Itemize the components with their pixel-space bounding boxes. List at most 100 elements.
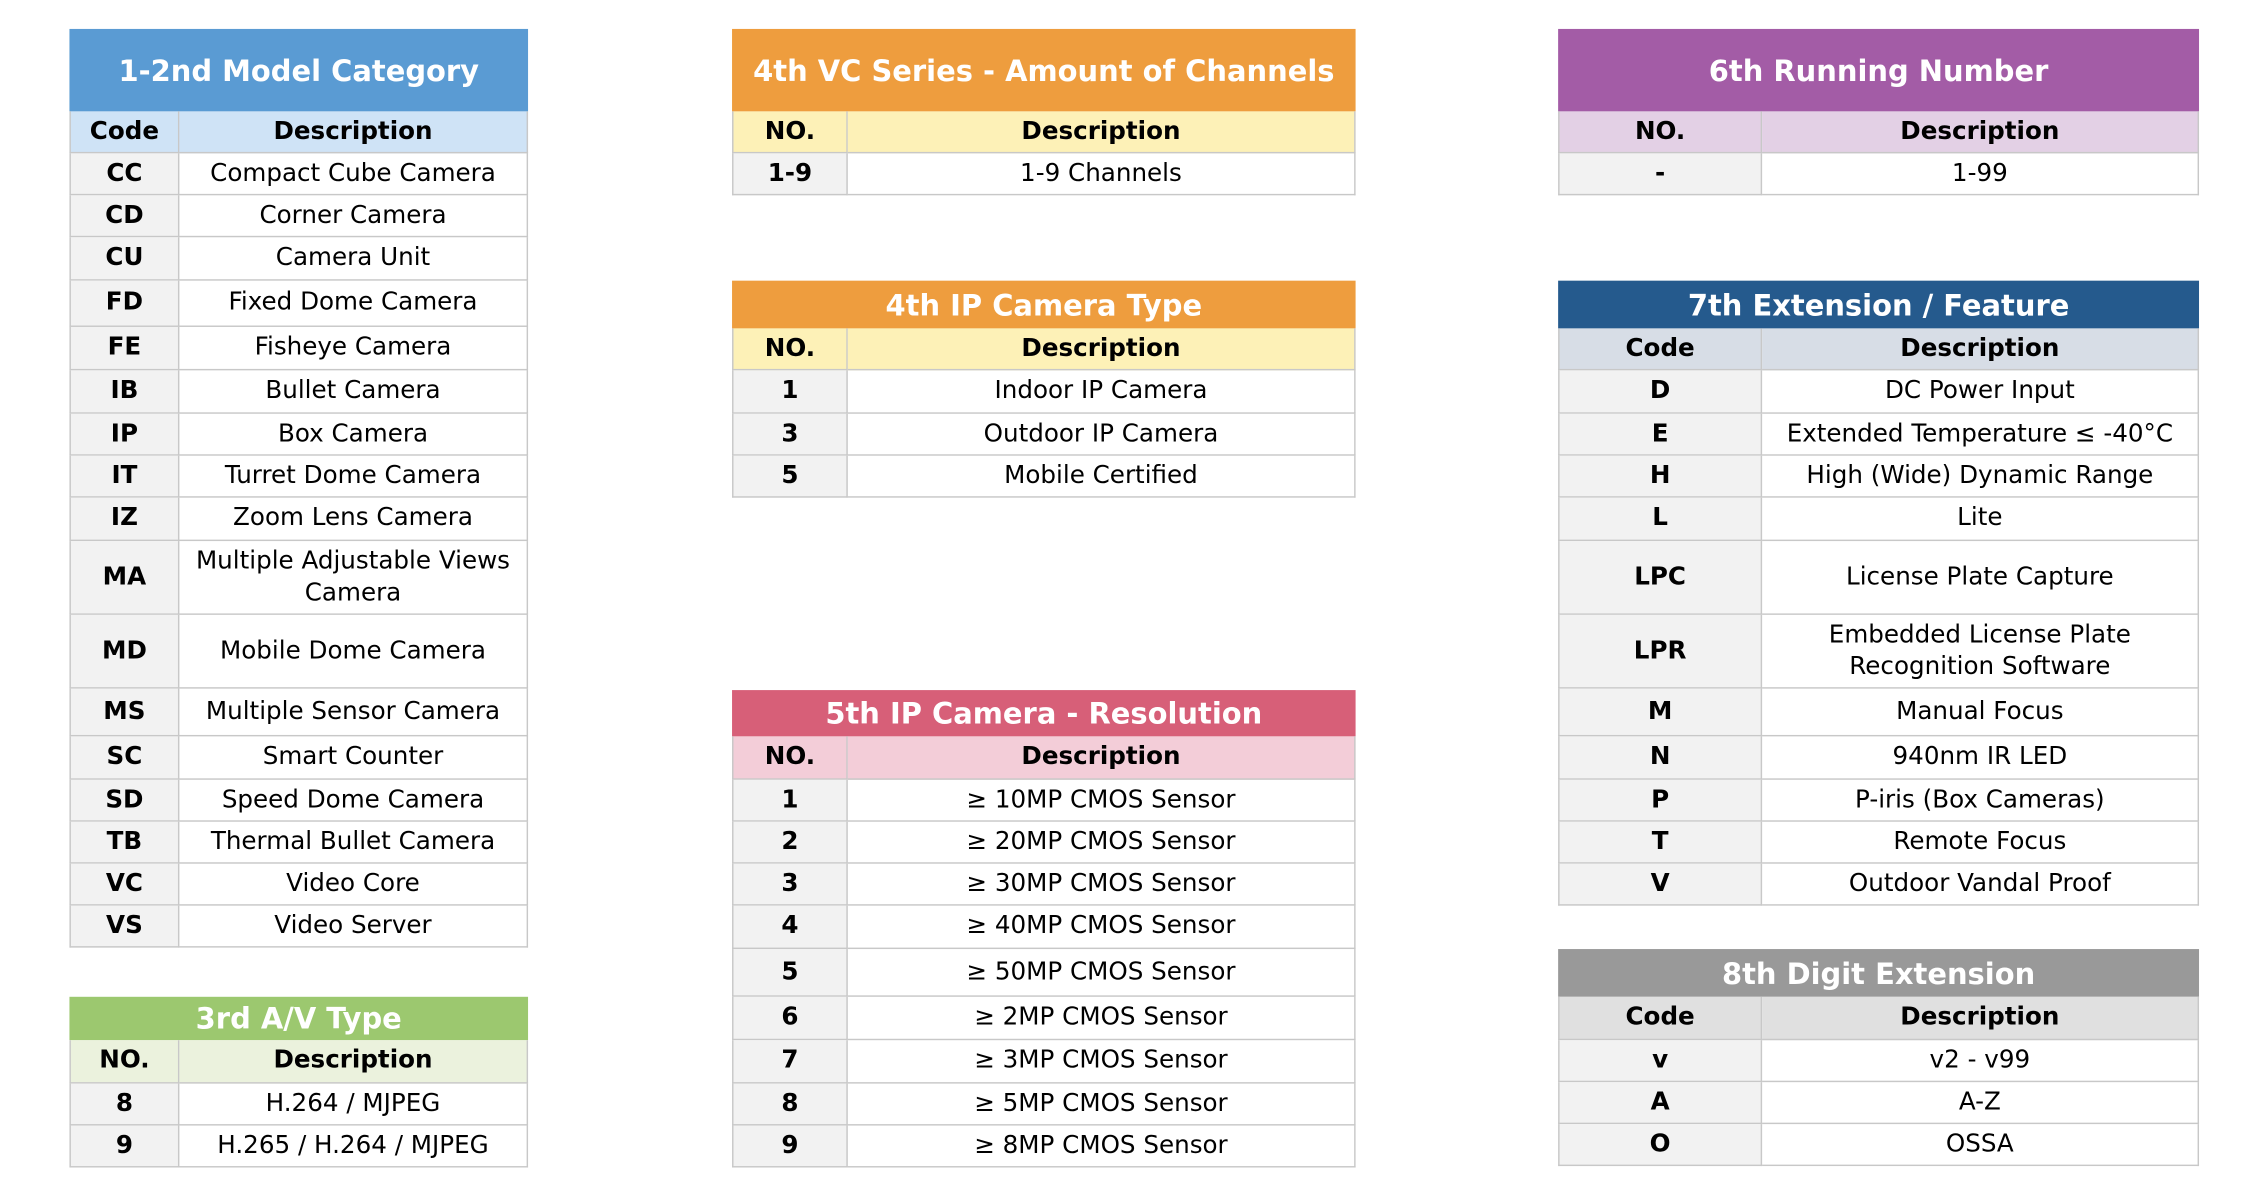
description-cell: Manual Focus (1762, 688, 2200, 737)
description-cell: Compact Cube Camera (179, 153, 529, 196)
description-cell: Turret Dome Camera (179, 455, 529, 498)
description-cell: Speed Dome Camera (179, 779, 529, 822)
description-cell: P-iris (Box Cameras) (1762, 779, 2200, 822)
description-cell: Outdoor Vandal Proof (1762, 863, 2200, 906)
code-cell: LPR (1558, 614, 1763, 689)
code-cell: 7 (732, 1040, 848, 1084)
description-cell: ≥ 5MP CMOS Sensor (847, 1083, 1356, 1126)
code-cell: V (1558, 863, 1763, 906)
code-cell: MS (69, 688, 180, 737)
table-title: 6th Running Number (1558, 28, 2200, 112)
description-cell: Box Camera (179, 413, 529, 456)
code-cell: D (1558, 370, 1763, 414)
code-cell: IT (69, 455, 180, 498)
header-cell: Description (179, 111, 529, 154)
description-cell: Embedded License Plate Recognition Softw… (1762, 614, 2200, 689)
header-cell: Description (179, 1040, 529, 1084)
description-cell: Thermal Bullet Camera (179, 821, 529, 864)
code-cell: 8 (69, 1083, 180, 1126)
header-cell: NO. (732, 328, 848, 371)
table-title: 4th VC Series - Amount of Channels (732, 28, 1356, 112)
description-cell: License Plate Capture (1762, 541, 2200, 615)
code-cell: L (1558, 497, 1763, 542)
code-cell: IB (69, 370, 180, 414)
code-cell: 4 (732, 905, 848, 950)
description-cell: Smart Counter (179, 736, 529, 780)
description-cell: Bullet Camera (179, 370, 529, 414)
header-cell: Description (847, 328, 1356, 371)
description-cell: Multiple Sensor Camera (179, 688, 529, 737)
code-cell: 1-9 (732, 153, 848, 196)
code-cell: FD (69, 280, 180, 327)
description-cell: Extended Temperature ≤ -40°C (1762, 413, 2200, 456)
header-cell: NO. (1558, 111, 1763, 154)
code-cell: IZ (69, 497, 180, 542)
table-title: 1-2nd Model Category (69, 28, 529, 112)
table-title: 8th Digit Extension (1558, 949, 2200, 997)
description-cell: v2 - v99 (1762, 1040, 2200, 1083)
code-cell: 9 (69, 1125, 180, 1168)
code-cell: TB (69, 821, 180, 864)
description-cell: ≥ 20MP CMOS Sensor (847, 821, 1356, 864)
code-cell: 5 (732, 949, 848, 997)
description-cell: H.264 / MJPEG (179, 1083, 529, 1126)
code-cell: IP (69, 413, 180, 456)
description-cell: Camera Unit (179, 237, 529, 281)
code-cell: 5 (732, 455, 848, 498)
header-cell: NO. (732, 736, 848, 780)
description-cell: 1-99 (1762, 153, 2200, 196)
code-cell: 1 (732, 370, 848, 414)
code-cell: LPC (1558, 541, 1763, 615)
description-cell: Video Core (179, 863, 529, 906)
code-cell: A (1558, 1082, 1763, 1125)
description-cell: Outdoor IP Camera (847, 413, 1356, 456)
code-cell: MD (69, 614, 180, 689)
code-cell: CD (69, 195, 180, 238)
header-cell: Description (1762, 996, 2200, 1041)
code-cell: 8 (732, 1083, 848, 1126)
description-cell: Remote Focus (1762, 821, 2200, 864)
header-cell: NO. (69, 1040, 180, 1084)
code-cell: CU (69, 237, 180, 281)
code-cell: CC (69, 153, 180, 196)
code-cell: VC (69, 863, 180, 906)
header-cell: Description (1762, 328, 2200, 371)
code-cell: - (1558, 153, 1763, 196)
code-cell: O (1558, 1124, 1763, 1167)
code-cell: 3 (732, 863, 848, 906)
code-cell: FE (69, 326, 180, 371)
description-cell: Fisheye Camera (179, 326, 529, 371)
description-cell: High (Wide) Dynamic Range (1762, 455, 2200, 498)
description-cell: Zoom Lens Camera (179, 497, 529, 542)
description-cell: 940nm IR LED (1762, 736, 2200, 780)
description-cell: A-Z (1762, 1082, 2200, 1125)
code-cell: SC (69, 736, 180, 780)
header-cell: Description (847, 736, 1356, 780)
description-cell: ≥ 3MP CMOS Sensor (847, 1040, 1356, 1084)
description-cell: DC Power Input (1762, 370, 2200, 414)
header-cell: Code (1558, 996, 1763, 1041)
description-cell: Fixed Dome Camera (179, 280, 529, 327)
code-cell: N (1558, 736, 1763, 780)
code-cell: 2 (732, 821, 848, 864)
description-cell: Mobile Dome Camera (179, 614, 529, 689)
description-cell: Multiple Adjustable Views Camera (179, 541, 529, 615)
code-cell: 1 (732, 779, 848, 822)
description-cell: ≥ 10MP CMOS Sensor (847, 779, 1356, 822)
code-cell: E (1558, 413, 1763, 456)
code-cell: M (1558, 688, 1763, 737)
code-cell: P (1558, 779, 1763, 822)
code-cell: MA (69, 541, 180, 615)
description-cell: H.265 / H.264 / MJPEG (179, 1125, 529, 1168)
description-cell: ≥ 40MP CMOS Sensor (847, 905, 1356, 950)
header-cell: Description (1762, 111, 2200, 154)
code-cell: v (1558, 1040, 1763, 1083)
header-cell: Description (847, 111, 1356, 154)
description-cell: ≥ 2MP CMOS Sensor (847, 996, 1356, 1041)
description-cell: ≥ 30MP CMOS Sensor (847, 863, 1356, 906)
header-cell: Code (69, 111, 180, 154)
code-cell: VS (69, 905, 180, 948)
code-cell: SD (69, 779, 180, 822)
description-cell: ≥ 50MP CMOS Sensor (847, 949, 1356, 997)
